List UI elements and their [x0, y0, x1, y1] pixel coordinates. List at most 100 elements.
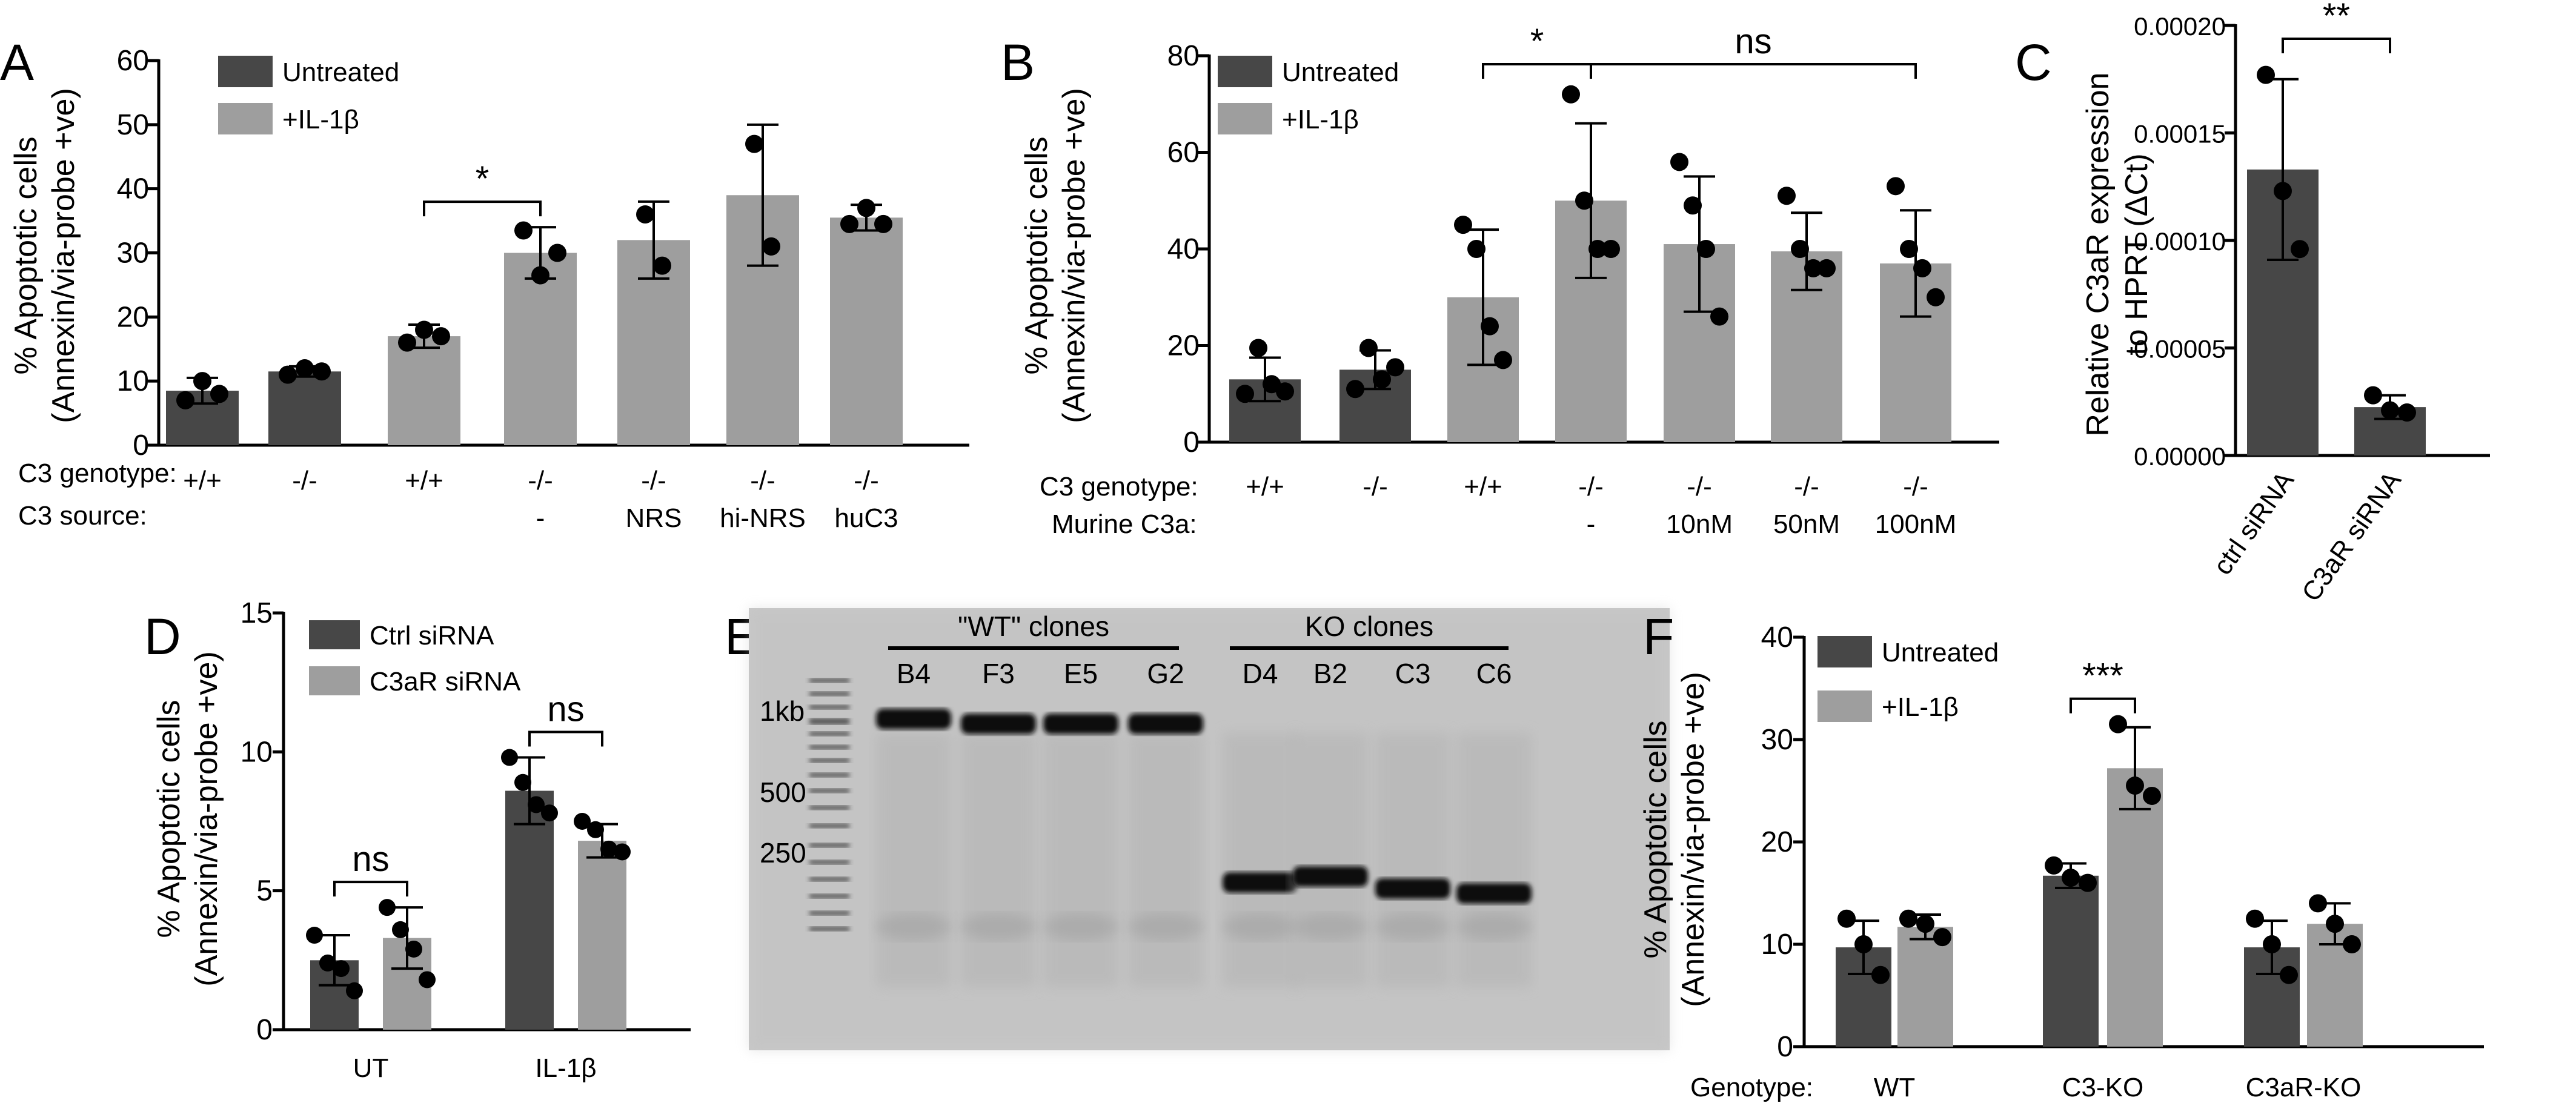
data-point	[2343, 935, 2361, 953]
source-label: hi-NRS	[720, 503, 806, 533]
data-point	[1588, 240, 1607, 258]
data-point	[1710, 307, 1728, 326]
panel-f-ylabel-2: (Annexin/via-probe +ve)	[1676, 672, 1711, 1007]
data-point	[1575, 191, 1593, 210]
panel-b-ylabel-2: (Annexin/via-probe +ve)	[1057, 88, 1092, 423]
panel-c-ylabel-2: to HPRT (ΔCt)	[2119, 153, 2154, 355]
bar	[578, 841, 626, 1030]
category-label: C3aR-KO	[2246, 1073, 2362, 1102]
genotype-label: -/-	[641, 466, 666, 495]
bar	[504, 253, 577, 445]
data-point	[574, 813, 591, 830]
ladder-band	[809, 678, 849, 683]
data-point	[346, 982, 363, 999]
gel-lane-label: B2	[1313, 658, 1347, 689]
ladder-band	[809, 758, 849, 763]
data-point	[313, 362, 331, 381]
source-label: huC3	[834, 503, 898, 533]
genotype-label: +/+	[1464, 472, 1502, 502]
bar	[1897, 927, 1953, 1047]
data-point	[1916, 915, 1934, 933]
data-point	[531, 266, 549, 285]
data-point	[333, 960, 350, 978]
data-point	[548, 243, 566, 262]
ladder-band	[809, 843, 849, 847]
panel-c-ylabel-1: Relative C3aR expression	[2080, 72, 2116, 436]
y-tick-label: 5	[256, 875, 273, 907]
legend-swatch-il1b	[218, 103, 273, 134]
gel-lane-primer-band	[876, 913, 951, 940]
data-point	[1263, 375, 1281, 394]
source-label: 100nM	[1875, 509, 1957, 539]
data-point	[1837, 909, 1856, 928]
gel-band	[1293, 866, 1368, 887]
legend-swatch-il1b	[1218, 103, 1272, 134]
legend-swatch-untreated	[1218, 56, 1272, 87]
gel-lane-label: F3	[982, 658, 1015, 689]
data-point	[653, 256, 671, 275]
y-tick-label: 80	[1167, 40, 1200, 72]
source-label: -	[1587, 509, 1596, 539]
data-point	[210, 385, 228, 403]
legend-label-c3ar-sirna: C3aR siRNA	[370, 667, 521, 697]
data-point	[762, 237, 780, 256]
gel-lane-smear	[876, 733, 951, 987]
gel-band	[876, 709, 951, 729]
category-label: C3aR siRNA	[2296, 466, 2408, 607]
data-point	[2364, 386, 2382, 405]
significance-label: **	[2323, 0, 2350, 36]
genotype-label: -/-	[1794, 472, 1819, 502]
data-point	[2045, 856, 2063, 875]
genotype-label: +/+	[405, 466, 443, 495]
panel-f-row-label-genotype: Genotype:	[1690, 1073, 1813, 1102]
legend-label-il1b: +IL-1β	[282, 105, 359, 134]
data-point	[1346, 380, 1364, 399]
ladder-band	[809, 911, 849, 915]
ladder-band	[809, 927, 849, 931]
data-point	[2398, 403, 2416, 422]
data-point	[176, 391, 194, 409]
legend-label-untreated: Untreated	[282, 58, 399, 87]
source-label: NRS	[626, 503, 682, 533]
data-point	[193, 372, 211, 391]
data-point	[1791, 240, 1809, 258]
ladder-band	[809, 773, 849, 777]
gel-lane-smear	[961, 733, 1036, 987]
data-point	[2246, 909, 2264, 928]
data-point	[1887, 177, 1905, 196]
significance-label: ns	[352, 839, 389, 879]
data-point	[1778, 187, 1796, 205]
data-point	[432, 327, 450, 346]
y-tick-label: 0	[1183, 426, 1200, 459]
significance-bracket	[528, 730, 603, 747]
data-point	[636, 205, 654, 224]
ladder-band	[809, 718, 849, 724]
significance-bracket	[1482, 63, 1592, 79]
significance-label: *	[476, 159, 490, 199]
genotype-label: -/-	[528, 466, 553, 495]
significance-label: ns	[1734, 22, 1771, 61]
y-tick-label: 30	[117, 237, 149, 270]
gel-lane-primer-band	[961, 913, 1036, 940]
significance-label: ***	[2082, 657, 2123, 696]
gel-band	[961, 714, 1036, 734]
genotype-label: +/+	[183, 466, 222, 495]
y-tick-label: 10	[1761, 929, 1793, 961]
ladder-band	[809, 732, 849, 736]
data-point	[1871, 965, 1890, 984]
chart-f-marks: 0 10 20 30 40 WT C3-KO C3aR-KO ***	[1761, 621, 2484, 1102]
gel-lane-primer-band	[1223, 913, 1298, 940]
data-point	[2326, 915, 2344, 933]
category-label: IL-1β	[535, 1053, 596, 1083]
data-point	[501, 749, 518, 766]
panel-c: C Relative C3aR expression to HPRT (ΔCt)	[2015, 34, 2154, 437]
legend-swatch-ctrl-sirna	[309, 620, 360, 649]
gel-lane-primer-band	[1375, 913, 1450, 940]
data-point	[392, 921, 409, 938]
category-label: WT	[1874, 1073, 1915, 1102]
significance-bracket	[2282, 38, 2391, 53]
data-point	[600, 840, 617, 858]
data-point	[614, 843, 631, 861]
data-point	[1602, 240, 1620, 258]
